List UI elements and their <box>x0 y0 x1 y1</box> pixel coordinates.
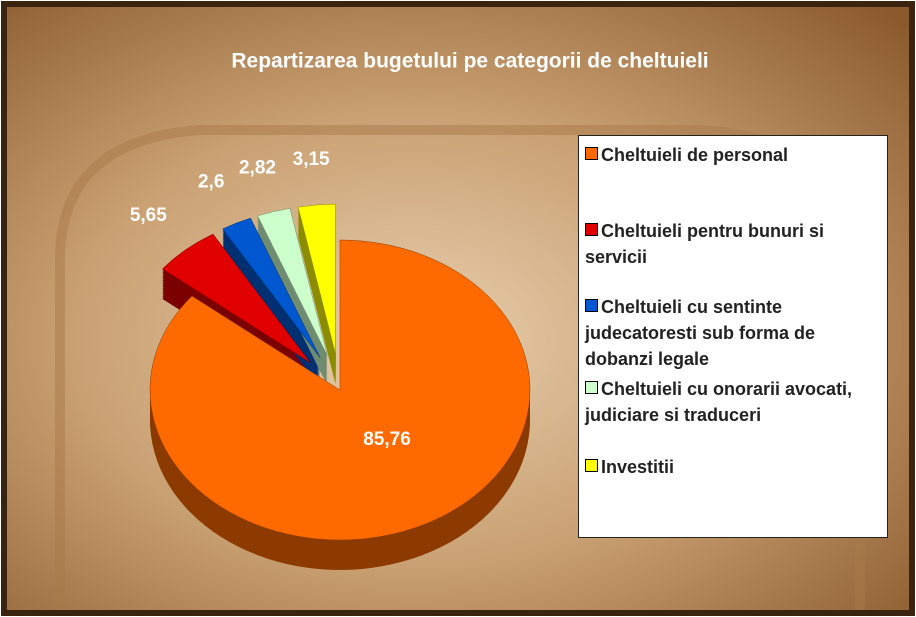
data-label: 2,82 <box>239 157 276 178</box>
legend-label: Cheltuieli de personal <box>601 145 788 165</box>
legend-item: Cheltuieli de personal <box>585 142 881 168</box>
legend-swatch <box>585 299 598 312</box>
legend: Cheltuieli de personal Cheltuieli pentru … <box>578 135 888 538</box>
chart-title: Repartizarea bugetului pe categorii de c… <box>231 50 708 73</box>
legend-item: Cheltuieli cu sentinte judecatoresti sub… <box>585 294 881 372</box>
legend-label: Cheltuieli cu sentinte judecatoresti sub… <box>585 297 815 369</box>
data-label: 85,76 <box>363 429 411 450</box>
legend-label: Cheltuieli cu onorarii avocati, judiciar… <box>585 379 852 425</box>
legend-swatch <box>585 223 598 236</box>
legend-label: Cheltuieli pentru bunuri si servicii <box>585 221 824 267</box>
data-label: 2,6 <box>198 172 224 193</box>
legend-swatch <box>585 381 598 394</box>
chart: Repartizarea bugetului pe categorii de c… <box>0 0 916 617</box>
legend-item: Cheltuieli cu onorarii avocati, judiciar… <box>585 376 881 428</box>
legend-label: Investitii <box>601 457 674 477</box>
data-label: 3,15 <box>293 149 330 170</box>
legend-swatch <box>585 459 598 472</box>
legend-item: Investitii <box>585 454 881 480</box>
legend-item: Cheltuieli pentru bunuri si servicii <box>585 218 881 270</box>
data-label: 5,65 <box>130 205 167 226</box>
legend-swatch <box>585 147 598 160</box>
